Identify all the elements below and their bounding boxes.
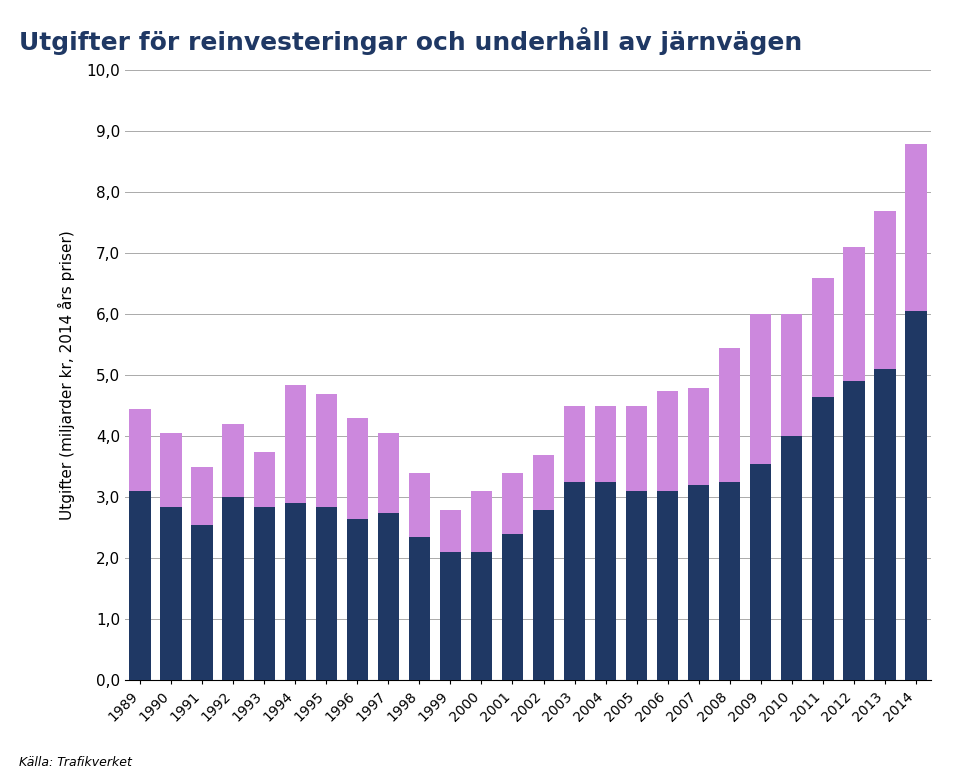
Bar	[160, 507, 182, 680]
Bar	[843, 382, 865, 680]
Bar	[687, 388, 709, 485]
Bar	[750, 314, 772, 464]
Bar	[502, 473, 523, 534]
Bar	[316, 507, 337, 680]
Bar	[874, 210, 896, 369]
Bar	[470, 491, 492, 552]
Bar	[440, 552, 462, 680]
Bar	[594, 482, 616, 680]
Bar	[160, 433, 182, 507]
Text: Utgifter för reinvesteringar och underhåll av järnvägen: Utgifter för reinvesteringar och underhå…	[19, 27, 803, 56]
Bar	[284, 385, 306, 504]
Y-axis label: Utgifter (miljarder kr, 2014 års priser): Utgifter (miljarder kr, 2014 års priser)	[58, 231, 75, 520]
Bar	[843, 247, 865, 382]
Bar	[316, 393, 337, 507]
Bar	[223, 424, 244, 497]
Bar	[687, 485, 709, 680]
Bar	[502, 534, 523, 680]
Text: Källa: Trafikverket: Källa: Trafikverket	[19, 756, 132, 769]
Bar	[905, 311, 926, 680]
Bar	[719, 482, 740, 680]
Bar	[780, 436, 803, 680]
Bar	[874, 369, 896, 680]
Bar	[812, 278, 833, 396]
Bar	[377, 513, 399, 680]
Bar	[130, 491, 151, 680]
Bar	[533, 510, 554, 680]
Bar	[470, 552, 492, 680]
Bar	[377, 433, 399, 513]
Bar	[719, 348, 740, 482]
Bar	[564, 406, 586, 482]
Bar	[750, 464, 772, 680]
Bar	[812, 396, 833, 680]
Bar	[409, 537, 430, 680]
Bar	[533, 454, 554, 510]
Bar	[284, 504, 306, 680]
Bar	[223, 497, 244, 680]
Bar	[347, 418, 369, 518]
Bar	[657, 390, 679, 491]
Bar	[780, 314, 803, 436]
Bar	[594, 406, 616, 482]
Bar	[564, 482, 586, 680]
Bar	[191, 525, 213, 680]
Bar	[626, 491, 647, 680]
Bar	[626, 406, 647, 491]
Bar	[440, 510, 462, 552]
Bar	[253, 452, 276, 507]
Bar	[657, 491, 679, 680]
Bar	[253, 507, 276, 680]
Bar	[905, 144, 926, 311]
Bar	[130, 409, 151, 491]
Bar	[191, 467, 213, 525]
Bar	[409, 473, 430, 537]
Bar	[347, 518, 369, 680]
